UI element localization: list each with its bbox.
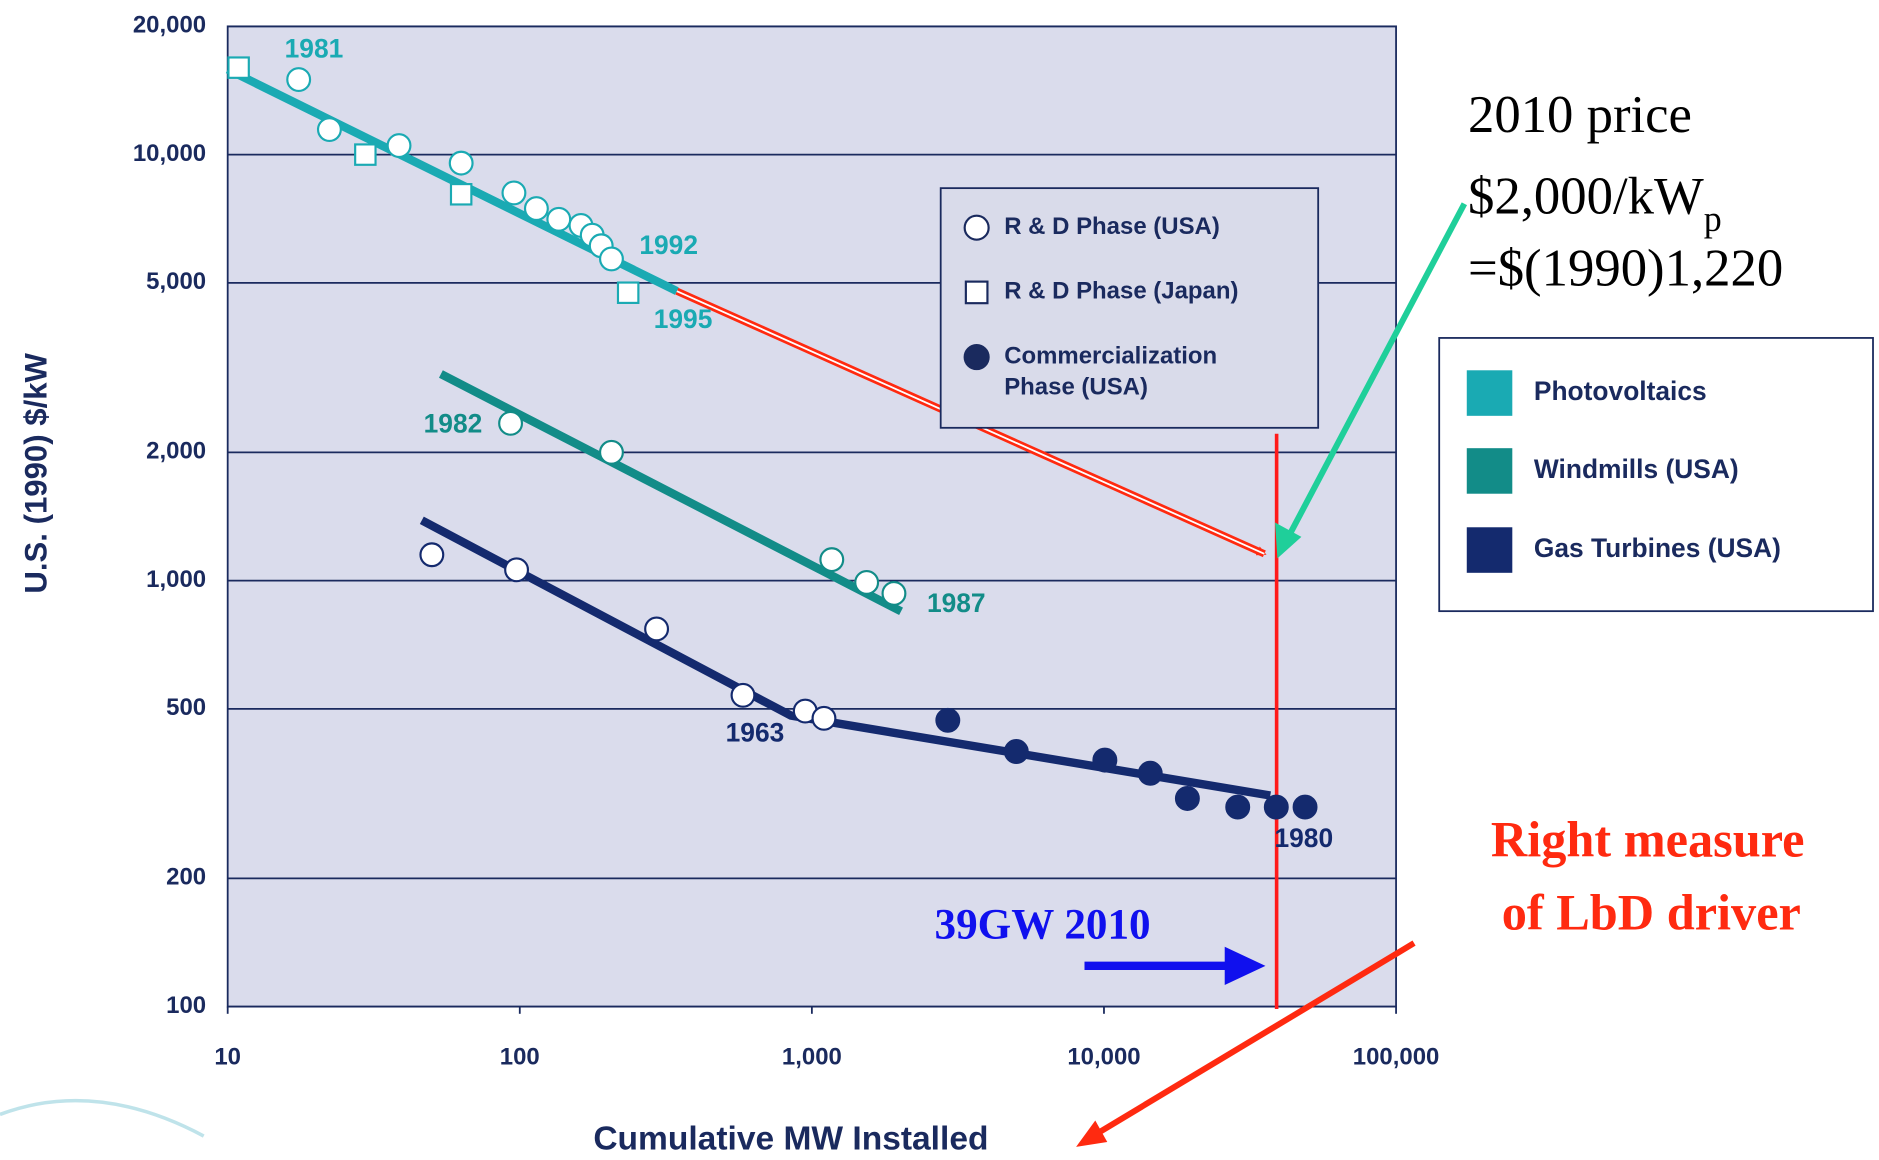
y-tick-label: 200 xyxy=(166,864,206,891)
point xyxy=(964,280,989,305)
legend-label: Gas Turbines (USA) xyxy=(1534,533,1781,563)
x-tick-label: 100 xyxy=(500,1043,540,1070)
year-label: 1982 xyxy=(424,408,483,438)
legend-label: Commercialization xyxy=(1004,342,1217,369)
point xyxy=(498,410,524,436)
point xyxy=(730,682,756,708)
y-axis-label: U.S. (1990) $/kW xyxy=(19,352,54,593)
point xyxy=(963,344,990,371)
measure-note: Right measure xyxy=(1491,811,1805,867)
point xyxy=(1225,794,1251,820)
price-arrow xyxy=(1281,202,1468,546)
point xyxy=(935,707,961,733)
capacity-note: 39GW 2010 xyxy=(935,902,1151,949)
point xyxy=(286,67,312,93)
y-tick-label: 100 xyxy=(166,992,206,1019)
x-tick-label: 1,000 xyxy=(782,1043,842,1070)
point xyxy=(316,117,342,143)
point xyxy=(227,56,250,79)
legend-label: Phase (USA) xyxy=(1004,374,1148,401)
measure-arrow-head xyxy=(1076,1120,1108,1147)
point xyxy=(1137,760,1163,786)
price-note: $2,000/kWp xyxy=(1468,167,1722,239)
price-note-main: $2,000/kW xyxy=(1468,167,1704,225)
technology-legend-items: Photovoltaics Windmills (USA) Gas Turbines… xyxy=(1466,370,1781,573)
measure-note: of LbD driver xyxy=(1502,884,1801,940)
point xyxy=(1092,747,1118,773)
legend-swatch xyxy=(1466,370,1513,416)
decoration-arc xyxy=(0,1098,205,1138)
legend-label: Photovoltaics xyxy=(1534,376,1707,406)
point xyxy=(1174,786,1200,811)
point xyxy=(1003,739,1029,764)
point xyxy=(598,246,624,272)
point xyxy=(811,705,837,731)
x-tick-label: 10,000 xyxy=(1067,1043,1140,1070)
x-axis-label: Cumulative MW Installed xyxy=(593,1121,988,1158)
y-tick-label: 500 xyxy=(166,694,206,721)
price-note: 2010 price xyxy=(1468,86,1692,144)
price-note-sub: p xyxy=(1704,199,1722,239)
point xyxy=(504,557,530,583)
year-label: 1995 xyxy=(654,304,713,334)
plot-area xyxy=(226,25,1397,1008)
year-label: 1963 xyxy=(726,718,785,748)
point xyxy=(616,281,640,304)
y-tick-label: 5,000 xyxy=(146,268,206,295)
point xyxy=(963,214,990,241)
point xyxy=(501,180,527,206)
grid: 100 200 500 1,000 2,000 5,000 10,000 20,000 10 10… xyxy=(133,12,1440,1071)
phase-legend-items: R & D Phase (USA) R & D Phase (Japan) Comm… xyxy=(963,213,1238,401)
point xyxy=(386,133,412,159)
y-tick-label: 20,000 xyxy=(133,12,206,39)
point xyxy=(449,183,473,206)
points: 1981 1992 1995 1982 1987 1963 1980 xyxy=(227,33,1333,853)
x-tick-label: 10 xyxy=(214,1043,241,1070)
year-label: 1987 xyxy=(927,588,986,618)
point xyxy=(881,580,907,606)
measure-arrow xyxy=(1091,940,1416,1139)
point xyxy=(546,206,572,232)
y-tick-label: 10,000 xyxy=(133,140,206,167)
y-tick-label: 2,000 xyxy=(146,438,206,465)
legend-label: R & D Phase (Japan) xyxy=(1004,278,1238,305)
legend-label: Windmills (USA) xyxy=(1534,454,1739,484)
legend-swatch xyxy=(1466,448,1513,494)
point xyxy=(1292,794,1318,820)
phase-legend xyxy=(939,187,1320,429)
point xyxy=(419,542,445,568)
x-tick-label: 100,000 xyxy=(1353,1043,1440,1070)
point xyxy=(854,570,880,595)
point xyxy=(819,547,845,573)
price-note: =$(1990)1,220 xyxy=(1468,239,1783,297)
year-label: 1992 xyxy=(639,230,698,260)
point xyxy=(448,150,474,176)
point xyxy=(598,439,624,465)
legend-label: R & D Phase (USA) xyxy=(1004,213,1220,240)
point xyxy=(1263,794,1289,820)
year-label: 1980 xyxy=(1274,823,1333,853)
price-arrow-head xyxy=(1275,522,1302,559)
point xyxy=(354,143,377,166)
legend-swatch xyxy=(1466,527,1513,573)
year-label: 1981 xyxy=(285,33,344,63)
point xyxy=(644,616,670,642)
y-tick-label: 1,000 xyxy=(146,566,206,593)
point xyxy=(523,196,549,222)
capacity-arrow-head xyxy=(1224,946,1266,986)
